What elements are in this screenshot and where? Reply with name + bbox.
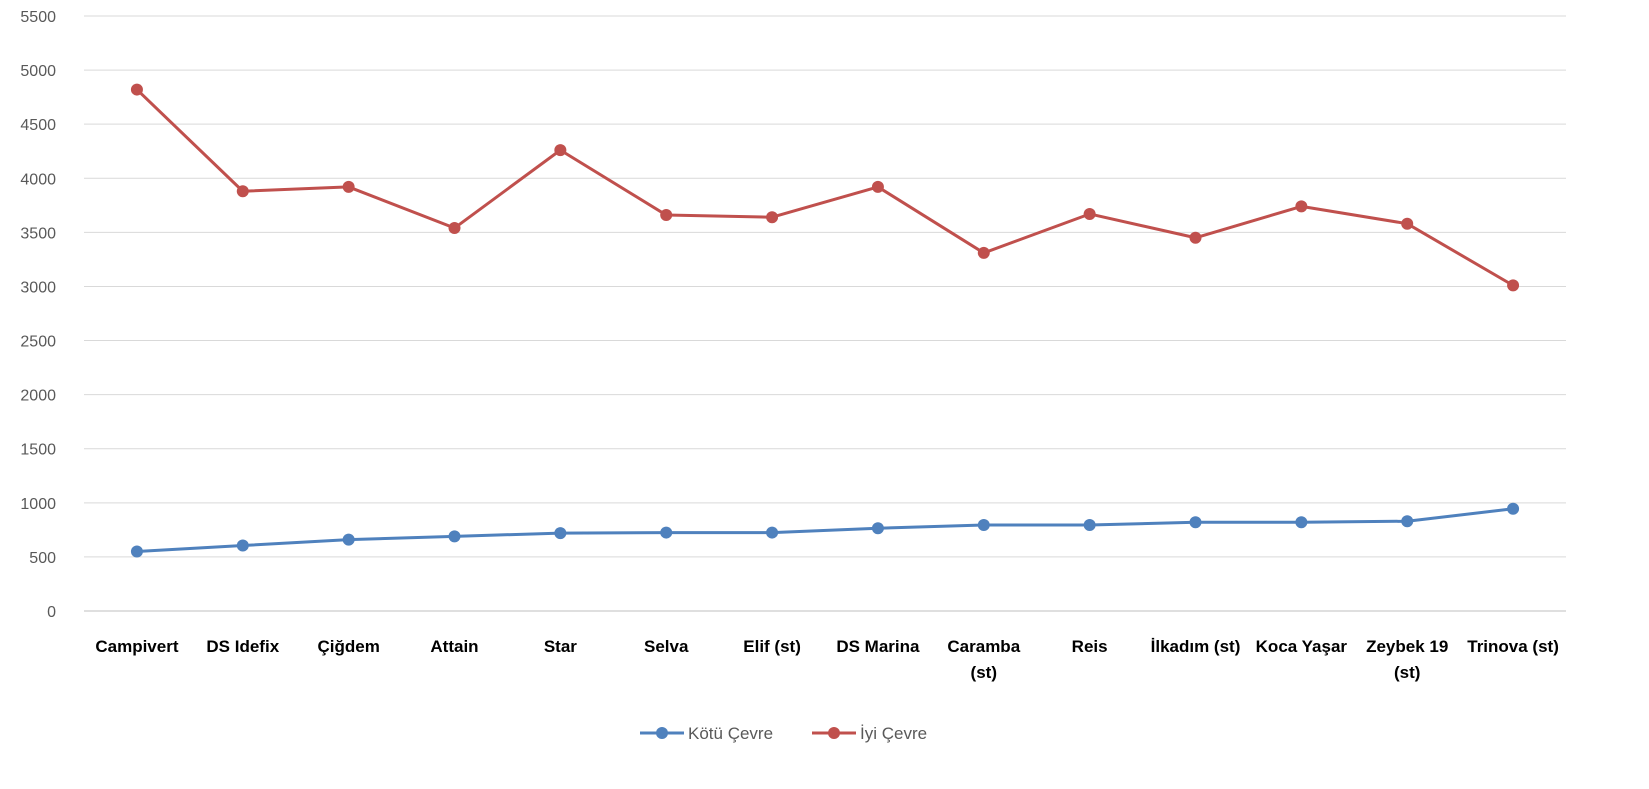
series-line [135,88,1514,287]
legend-label: İyi Çevre [860,724,927,743]
data-point [871,522,884,535]
legend: Kötü Çevre İyi Çevre [640,724,927,743]
series-1 [130,502,1520,558]
data-point [660,526,673,539]
y-tick-label: 3000 [20,279,56,296]
data-point [977,246,990,259]
data-point [1083,207,1096,220]
y-tick-label: 1000 [20,496,56,513]
series-line [136,507,1514,553]
x-tick-label: Attain [430,637,478,656]
data-point [130,545,143,558]
y-tick-label: 4000 [20,171,56,188]
x-tick-label: Trinova (st) [1467,637,1559,656]
data-point [977,518,990,531]
legend-label: Kötü Çevre [688,724,773,743]
y-tick-label: 4500 [20,117,56,134]
x-tick-label: Elif (st) [743,637,801,656]
y-tick-label: 5500 [20,9,56,26]
y-tick-label: 500 [29,550,56,567]
series-layer [130,83,1520,558]
y-tick-label: 1500 [20,442,56,459]
data-point [448,222,461,235]
y-tick-label: 2500 [20,334,56,351]
data-point [1189,516,1202,529]
x-tick-label: Reis [1072,637,1108,656]
data-point [342,180,355,193]
x-tick-label: DS Marina [836,637,920,656]
data-point [130,83,143,96]
y-tick-label: 5000 [20,63,56,80]
data-point [1189,231,1202,244]
x-axis: Campivert DS Idefix Çiğdem Attain Star Selva E… [95,637,1559,682]
data-point [554,527,567,540]
gridlines [84,15,1566,612]
x-tick-label: Çiğdem [317,637,379,656]
series-2 [130,83,1520,292]
data-point [660,209,673,222]
data-point [236,185,249,198]
data-point [1295,200,1308,213]
x-tick-label: Star [544,637,577,656]
data-point [554,144,567,157]
x-tick-label: Campivert [95,637,178,656]
y-tick-label: 0 [47,604,56,621]
data-point [1507,502,1520,515]
x-tick-label: İlkadım (st) [1151,637,1241,656]
legend-marker [828,727,840,739]
data-point [448,530,461,543]
y-axis: 0 500 1000 1500 2000 2500 3000 3500 4000 4500 5000… [20,9,56,621]
y-tick-label: 2000 [20,388,56,405]
data-point [236,539,249,552]
data-point [1401,217,1414,230]
data-point [1507,279,1520,292]
data-point [1401,515,1414,528]
y-tick-label: 3500 [20,225,56,242]
x-tick-label: Selva [644,637,689,656]
data-point [766,211,779,224]
x-tick-label: Koca Yaşar [1256,637,1348,656]
x-tick-label: DS Idefix [206,637,279,656]
data-point [871,180,884,193]
data-point [342,533,355,546]
data-point [1295,516,1308,529]
data-point [1083,518,1096,531]
x-tick-label: Caramba (st) [947,637,1020,682]
data-point [766,526,779,539]
x-tick-label: Zeybek 19 (st) [1366,637,1448,682]
legend-marker [656,727,668,739]
